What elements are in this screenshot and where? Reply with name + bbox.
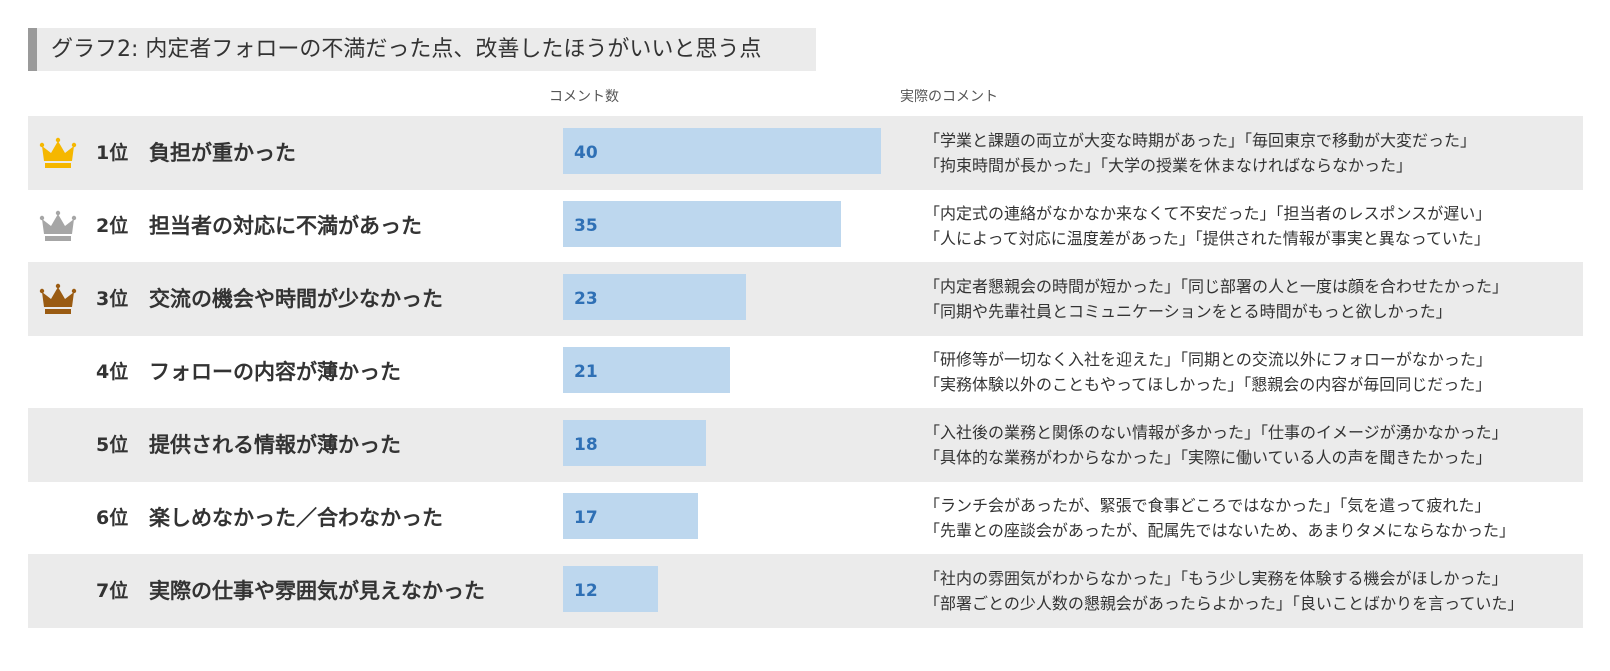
bar [563,201,841,247]
bar [563,347,730,393]
rank-label: 5位 [96,434,129,456]
category-label: 楽しめなかった／合わなかった [149,506,443,530]
bar-area: 18 [563,420,706,466]
bar [563,566,658,612]
bar-area: 17 [563,493,698,539]
comment-line: 「研修等が一切なく入社を迎えた」「同期との交流以外にフォローがなかった」 [924,350,1492,369]
bar-area: 12 [563,566,658,612]
bar-value-label: 35 [574,216,598,236]
bar-value-label: 18 [574,435,598,455]
ranking-row: 1位 負担が重かった 40 「学業と課題の両立が大変な時期があった」「毎回東京で移動が… [28,116,1583,190]
comments-column-header: 実際のコメント [900,89,998,105]
chart-title: グラフ2: 内定者フォローの不満だった点、改善したほうがいいと思う点 [51,37,762,62]
bar-area: 35 [563,201,841,247]
rank-label: 6位 [96,507,129,529]
category-label: 実際の仕事や雰囲気が見えなかった [149,579,485,603]
comment-line: 「拘束時間が長かった」「大学の授業を休まなければならなかった」 [924,156,1413,175]
rank-label: 4位 [96,361,129,383]
comment-line: 「学業と課題の両立が大変な時期があった」「毎回東京で移動が大変だった」 [924,131,1477,150]
bar [563,420,706,466]
ranking-row: 6位 楽しめなかった／合わなかった 17 「ランチ会があったが、緊張で食事どころではな… [28,481,1583,555]
bar-value-label: 23 [574,289,598,309]
rank-label: 2位 [96,215,129,237]
bar-area: 21 [563,347,730,393]
comment-line: 「具体的な業務がわからなかった」「実際に働いている人の声を聞きたかった」 [924,448,1492,467]
comment-line: 「ランチ会があったが、緊張で食事どころではなかった」「気を遣って疲れた」 [924,496,1491,515]
category-label: 負担が重かった [149,141,296,165]
category-label: 担当者の対応に不満があった [149,214,422,238]
ranking-chart: 1位 負担が重かった 40 「学業と課題の両立が大変な時期があった」「毎回東京で移動が… [28,116,1583,640]
comment-line: 「同期や先輩社員とコミュニケーションをとる時間がもっと欲しかった」 [924,302,1452,321]
ranking-row: 5位 提供される情報が薄かった 18 「入社後の業務と関係のない情報が多かった」「仕事… [28,408,1583,482]
bar-area: 23 [563,274,746,320]
chart-title-box: グラフ2: 内定者フォローの不満だった点、改善したほうがいいと思う点 [28,28,816,71]
bar [563,274,746,320]
category-label: 交流の機会や時間が少なかった [149,287,443,311]
bar [563,128,881,174]
rank-label: 7位 [96,580,129,602]
rank-label: 1位 [96,142,129,164]
ranking-row: 3位 交流の機会や時間が少なかった 23 「内定者懇親会の時間が短かった」「同じ部署の… [28,262,1583,336]
comment-line: 「実務体験以外のこともやってほしかった」「懇親会の内容が毎回同じだった」 [924,375,1492,394]
count-column-header: コメント数 [549,89,619,105]
comment-line: 「社内の雰囲気がわからなかった」「もう少し実務を体験する機会がほしかった」 [924,569,1508,588]
rank-label: 3位 [96,288,129,310]
bar-value-label: 21 [574,362,598,382]
category-label: フォローの内容が薄かった [149,360,401,384]
gold-crown-icon [39,135,77,171]
bronze-crown-icon [39,281,77,317]
silver-crown-icon [39,208,77,244]
comment-line: 「内定式の連絡がなかなか来なくて不安だった」「担当者のレスポンスが遅い」 [924,204,1492,223]
bar-value-label: 17 [574,508,598,528]
ranking-row: 4位 フォローの内容が薄かった 21 「研修等が一切なく入社を迎えた」「同期との交流以… [28,335,1583,409]
bar-value-label: 12 [574,581,598,601]
comment-line: 「部署ごとの少人数の懇親会があったらよかった」「良いことばかりを言っていた」 [924,594,1524,613]
comment-line: 「入社後の業務と関係のない情報が多かった」「仕事のイメージが湧かなかった」 [924,423,1508,442]
comment-line: 「人によって対応に温度差があった」「提供された情報が事実と異なっていた」 [924,229,1490,248]
ranking-row: 2位 担当者の対応に不満があった 35 「内定式の連絡がなかなか来なくて不安だった」「… [28,189,1583,263]
bar-area: 40 [563,128,881,174]
comment-line: 「先輩との座談会があったが、配属先ではないため、あまりタメにならなかった」 [924,521,1516,540]
ranking-row: 7位 実際の仕事や雰囲気が見えなかった 12 「社内の雰囲気がわからなかった」「もう少… [28,554,1583,628]
comment-line: 「内定者懇親会の時間が短かった」「同じ部署の人と一度は顔を合わせたかった」 [924,277,1509,296]
bar-value-label: 40 [574,143,598,163]
category-label: 提供される情報が薄かった [149,433,401,457]
bar [563,493,698,539]
